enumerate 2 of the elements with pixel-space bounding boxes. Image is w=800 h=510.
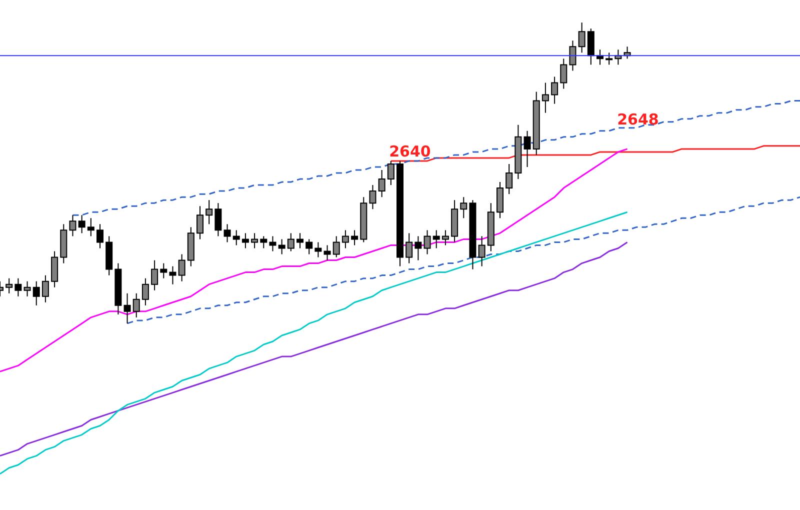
annotation: 2640 [389, 142, 431, 160]
annotation: 2648 [617, 110, 659, 128]
